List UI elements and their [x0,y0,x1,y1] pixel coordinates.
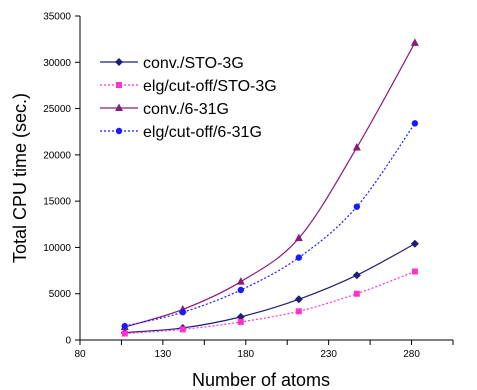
legend-label: elg/cut-off/STO-3G [143,78,277,95]
legend-entry: conv./6-31G [100,101,229,118]
data-point [410,239,419,248]
data-point [410,38,419,46]
data-point [236,312,245,321]
series-2 [121,268,418,337]
y-tick-label: 20000 [43,150,71,161]
data-point [295,254,303,261]
data-point [237,318,244,325]
legend-entry: elg/cut-off/6-31G [100,124,262,141]
legend-label: elg/cut-off/6-31G [143,124,262,141]
legend-label: conv./6-31G [143,101,229,118]
data-point [353,203,361,210]
data-point [352,142,361,151]
series-line [124,270,416,335]
y-tick-label: 0 [65,336,71,347]
legend-marker [115,103,123,111]
y-axis: 0 5000 10000 15000 20000 25000 30000 35000 [43,12,81,347]
x-axis-title: Number of atoms [192,370,330,390]
legend-entry: conv./STO-3G [100,55,244,72]
data-point [237,286,245,294]
data-point [236,277,245,285]
data-point [411,268,418,275]
series-4 [121,120,419,330]
legend-marker [116,82,122,88]
series-1 [120,239,419,337]
data-point [352,271,361,280]
data-point [353,290,360,297]
data-point [411,120,419,127]
legend-label: conv./STO-3G [143,55,244,72]
x-tick-label: 280 [403,349,420,360]
y-tick-label: 25000 [43,104,71,115]
y-axis-title: Total CPU time (sec.) [10,93,30,263]
x-tick-label: 80 [74,349,86,360]
series-line [124,243,416,334]
y-tick-label: 10000 [43,243,71,254]
x-axis: 80 130 180 230 280 [74,339,454,360]
x-tick-label: 230 [320,349,337,360]
data-point [121,330,128,337]
data-point [179,309,186,316]
legend-marker [115,58,123,66]
x-tick-label: 130 [155,349,172,360]
y-tick-label: 5000 [49,289,72,300]
data-point [294,295,303,304]
data-point [179,326,186,333]
x-tick-label: 180 [237,349,254,360]
data-point [295,308,302,315]
legend: conv./STO-3G elg/cut-off/STO-3G conv./6-31… [100,55,277,141]
y-tick-label: 35000 [43,12,71,23]
data-point [294,233,303,242]
series-line [124,123,416,327]
legend-marker [115,127,123,135]
y-tick-label: 30000 [43,58,71,69]
y-tick-label: 15000 [43,197,71,208]
legend-entry: elg/cut-off/STO-3G [100,78,277,95]
data-point [121,322,128,330]
series-layer [120,38,419,337]
